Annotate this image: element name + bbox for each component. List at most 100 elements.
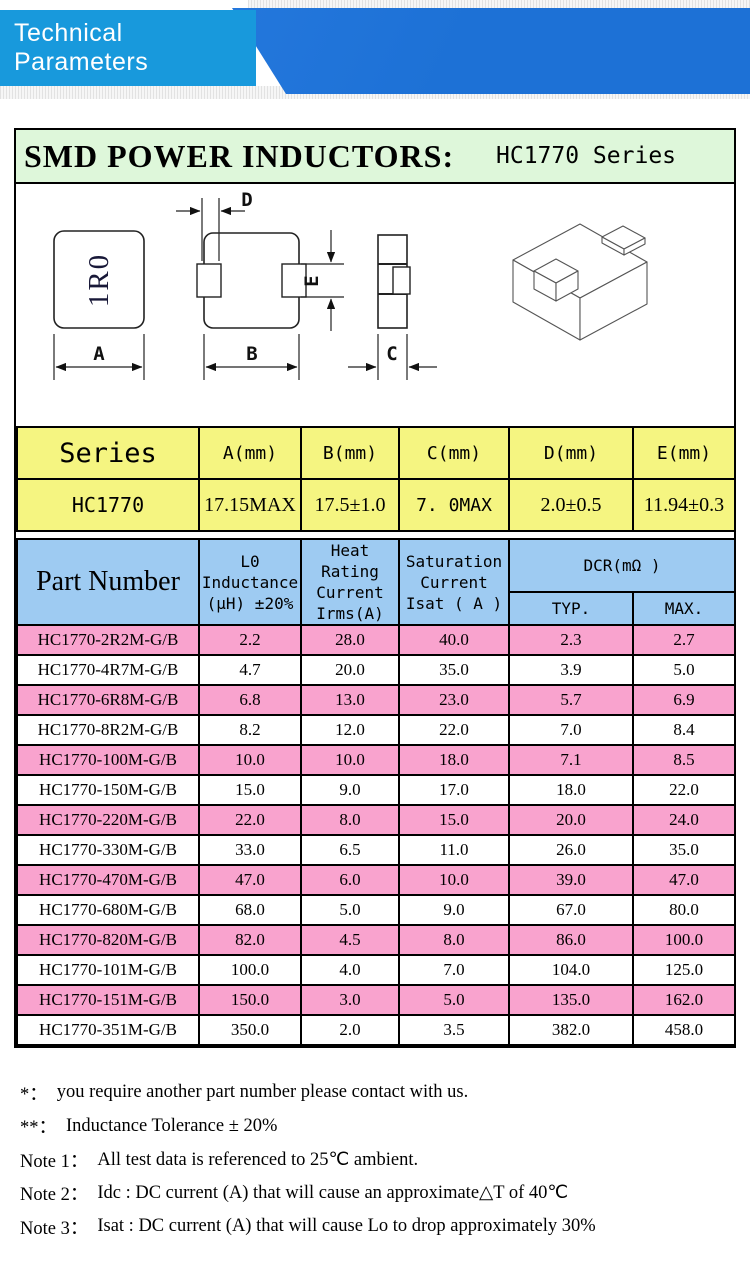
cell-inductance: 82.0	[198, 924, 302, 956]
cell-dcr-typ: 7.1	[508, 744, 634, 776]
dimensions-header-row: Series A(mm) B(mm) C(mm) D(mm) E(mm)	[16, 426, 736, 480]
dim-label-a: A	[93, 343, 105, 365]
table-row: HC1770-2R2M-G/B 2.2 28.0 40.0 2.3 2.7	[16, 624, 736, 656]
cell-isat: 7.0	[398, 954, 510, 986]
header-line: Current	[316, 583, 384, 602]
cell-dcr-typ: 86.0	[508, 924, 634, 956]
cell-part-number: HC1770-101M-G/B	[16, 954, 200, 986]
cell-isat: 15.0	[398, 804, 510, 836]
cell-dcr-typ: 3.9	[508, 654, 634, 686]
table-row: HC1770-8R2M-G/B 8.2 12.0 22.0 7.0 8.4	[16, 714, 736, 746]
top-view: 1R0 A	[53, 230, 145, 380]
cell-isat: 23.0	[398, 684, 510, 716]
cell-isat: 3.5	[398, 1014, 510, 1046]
table-row: HC1770-820M-G/B 82.0 4.5 8.0 86.0 100.0	[16, 924, 736, 956]
cell-part-number: HC1770-820M-G/B	[16, 924, 200, 956]
cell-irms: 10.0	[300, 744, 400, 776]
cell-e: 11.94±0.3	[632, 478, 736, 532]
dim-b-lines	[203, 334, 300, 380]
cell-dcr-max: 35.0	[632, 834, 736, 866]
cell-part-number: HC1770-680M-G/B	[16, 894, 200, 926]
column-header-typ: TYP.	[508, 590, 634, 627]
column-header-saturation: Saturation Current Isat ( A )	[398, 538, 510, 626]
cell-irms: 13.0	[300, 684, 400, 716]
cell-part-number: HC1770-100M-G/B	[16, 744, 200, 776]
cell-part-number: HC1770-470M-G/B	[16, 864, 200, 896]
dim-label-b: B	[246, 343, 257, 365]
note-line: Note 3： Isat : DC current (A) that will …	[20, 1210, 734, 1244]
cell-isat: 10.0	[398, 864, 510, 896]
cell-series: HC1770	[16, 478, 200, 532]
cell-dcr-typ: 39.0	[508, 864, 634, 896]
cell-irms: 12.0	[300, 714, 400, 746]
cell-dcr-typ: 5.7	[508, 684, 634, 716]
note-label: Note 1：	[20, 1151, 89, 1172]
column-header-inductance: L0 Inductance (μH) ±20%	[198, 538, 302, 626]
note-text: Isat : DC current (A) that will cause Lo…	[97, 1216, 596, 1237]
cell-dcr-max: 8.5	[632, 744, 736, 776]
cell-dcr-typ: 135.0	[508, 984, 634, 1016]
column-header-d: D(mm)	[508, 426, 634, 480]
cell-inductance: 6.8	[198, 684, 302, 716]
cell-irms: 20.0	[300, 654, 400, 686]
cell-inductance: 47.0	[198, 864, 302, 896]
cell-part-number: HC1770-4R7M-G/B	[16, 654, 200, 686]
note-line: *： you require another part number pleas…	[20, 1076, 734, 1110]
cell-inductance: 2.2	[198, 624, 302, 656]
table-row: HC1770-100M-G/B 10.0 10.0 18.0 7.1 8.5	[16, 744, 736, 776]
part-marking: 1R0	[83, 253, 115, 307]
cell-dcr-max: 125.0	[632, 954, 736, 986]
dim-a-lines	[53, 334, 145, 380]
header-banner: Technical Parameters	[0, 0, 750, 100]
dim-label-e: E	[301, 275, 323, 286]
note-label: Note 2：	[20, 1185, 89, 1206]
cell-part-number: HC1770-330M-G/B	[16, 834, 200, 866]
dim-label-d: D	[241, 189, 252, 211]
cell-part-number: HC1770-6R8M-G/B	[16, 684, 200, 716]
cell-dcr-max: 6.9	[632, 684, 736, 716]
cell-part-number: HC1770-151M-G/B	[16, 984, 200, 1016]
note-line: Note 1： All test data is referenced to 2…	[20, 1143, 734, 1177]
cell-dcr-typ: 104.0	[508, 954, 634, 986]
banner-ribbon	[232, 8, 750, 94]
column-header-dcr: DCR(mΩ )	[508, 538, 736, 593]
cell-dcr-max: 47.0	[632, 864, 736, 896]
dim-d-lines	[176, 198, 245, 261]
cell-inductance: 8.2	[198, 714, 302, 746]
cell-isat: 9.0	[398, 894, 510, 926]
cell-inductance: 33.0	[198, 834, 302, 866]
header-line: Heat Rating	[321, 541, 379, 581]
note-label: Note 3：	[20, 1218, 89, 1239]
sheet-title: SMD POWER INDUCTORS:	[24, 137, 455, 174]
table-row: HC1770-680M-G/B 68.0 5.0 9.0 67.0 80.0	[16, 894, 736, 926]
dimensions-value-row: HC1770 17.15MAX 17.5±1.0 7. 0MAX 2.0±0.5…	[16, 478, 736, 532]
sheet-title-bar: SMD POWER INDUCTORS: HC1770 Series	[16, 130, 734, 184]
note-line: **： Inductance Tolerance ± 20%	[20, 1110, 734, 1144]
header-line: Isat ( A )	[405, 593, 503, 613]
cell-isat: 22.0	[398, 714, 510, 746]
note-line: Note 2： Idc : DC current (A) that will c…	[20, 1177, 734, 1211]
cell-inductance: 150.0	[198, 984, 302, 1016]
header-line: Irms(A)	[316, 604, 384, 623]
table-row: HC1770-4R7M-G/B 4.7 20.0 35.0 3.9 5.0	[16, 654, 736, 686]
cell-c: 7. 0MAX	[398, 478, 510, 532]
cell-dcr-typ: 20.0	[508, 804, 634, 836]
cell-inductance: 100.0	[198, 954, 302, 986]
column-header-heat-rating: Heat Rating Current Irms(A)	[300, 538, 400, 626]
cell-irms: 28.0	[300, 624, 400, 656]
cell-dcr-typ: 18.0	[508, 774, 634, 806]
cell-isat: 8.0	[398, 924, 510, 956]
note-text: Idc : DC current (A) that will cause an …	[97, 1183, 569, 1204]
note-text: Inductance Tolerance ± 20%	[66, 1115, 278, 1136]
parts-table: Part Number L0 Inductance (μH) ±20% Heat…	[16, 538, 736, 1046]
table-row: HC1770-330M-G/B 33.0 6.5 11.0 26.0 35.0	[16, 834, 736, 866]
series-label: HC1770 Series	[496, 143, 677, 169]
cell-inductance: 15.0	[198, 774, 302, 806]
cell-dcr-typ: 2.3	[508, 624, 634, 656]
cell-isat: 35.0	[398, 654, 510, 686]
dim-label-c: C	[386, 343, 397, 365]
column-header-max: MAX.	[632, 590, 736, 627]
note-label: **：	[20, 1118, 58, 1139]
cell-isat: 40.0	[398, 624, 510, 656]
header-line: Saturation	[405, 551, 503, 571]
